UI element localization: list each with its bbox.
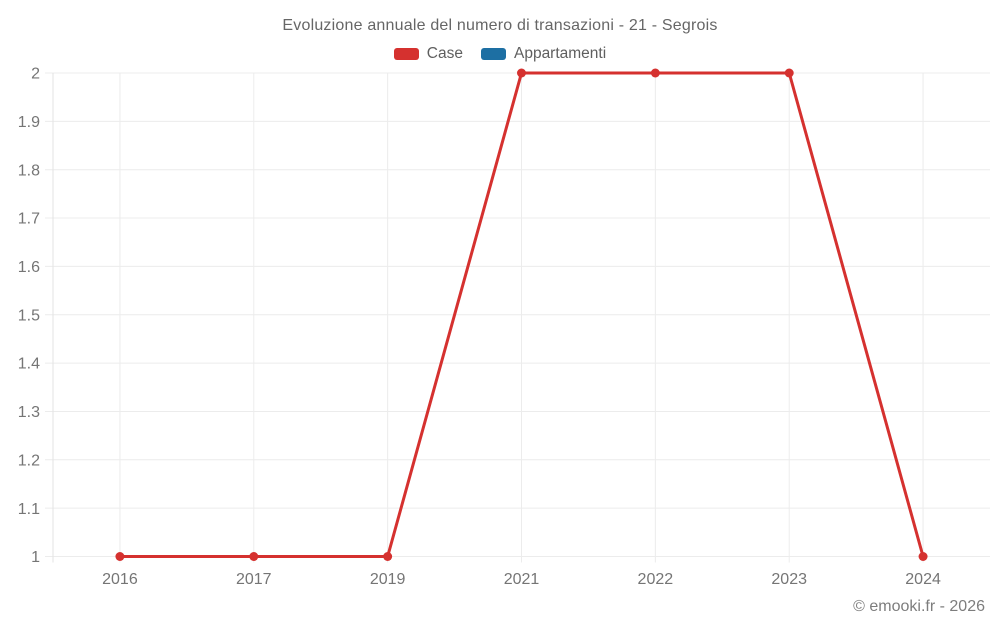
x-tick-label: 2017 [236,571,272,588]
legend-label-appartamenti: Appartamenti [513,45,607,62]
x-tick-label: 2022 [638,571,674,588]
x-tick-label: 2019 [370,571,406,588]
data-point [249,552,259,561]
legend-swatch-case [393,48,419,60]
y-tick-label: 1.8 [18,162,40,179]
watermark-credit: © emooki.fr - 2026 [853,598,985,615]
data-point [918,552,928,561]
x-tick-label: 2016 [102,571,138,588]
chart-title: Evoluzione annuale del numero di transaz… [282,17,718,34]
y-tick-label: 1.9 [18,114,40,131]
legend-item-case[interactable]: Case [393,45,463,63]
legend-label-case: Case [426,45,463,62]
data-point [115,552,125,561]
y-tick-label: 1.6 [18,259,40,276]
x-tick-label: 2023 [771,571,807,588]
y-tick-label: 1.4 [18,356,40,373]
data-point [383,552,393,561]
y-tick-label: 1.2 [18,452,40,469]
x-tick-label: 2024 [905,571,941,588]
y-tick-label: 1.5 [18,307,40,324]
y-tick-label: 1.3 [18,404,40,421]
y-tick-label: 2 [31,66,40,83]
legend-swatch-appartamenti [480,48,506,60]
y-tick-label: 1.1 [18,501,40,518]
data-point [784,68,794,78]
x-tick-label: 2021 [504,571,540,588]
legend-item-appartamenti[interactable]: Appartamenti [480,45,607,63]
data-point [517,68,526,78]
data-point [650,68,660,78]
y-tick-label: 1.7 [18,211,40,228]
y-tick-label: 1 [31,549,40,566]
chart-legend: Case Appartamenti [0,45,1000,63]
